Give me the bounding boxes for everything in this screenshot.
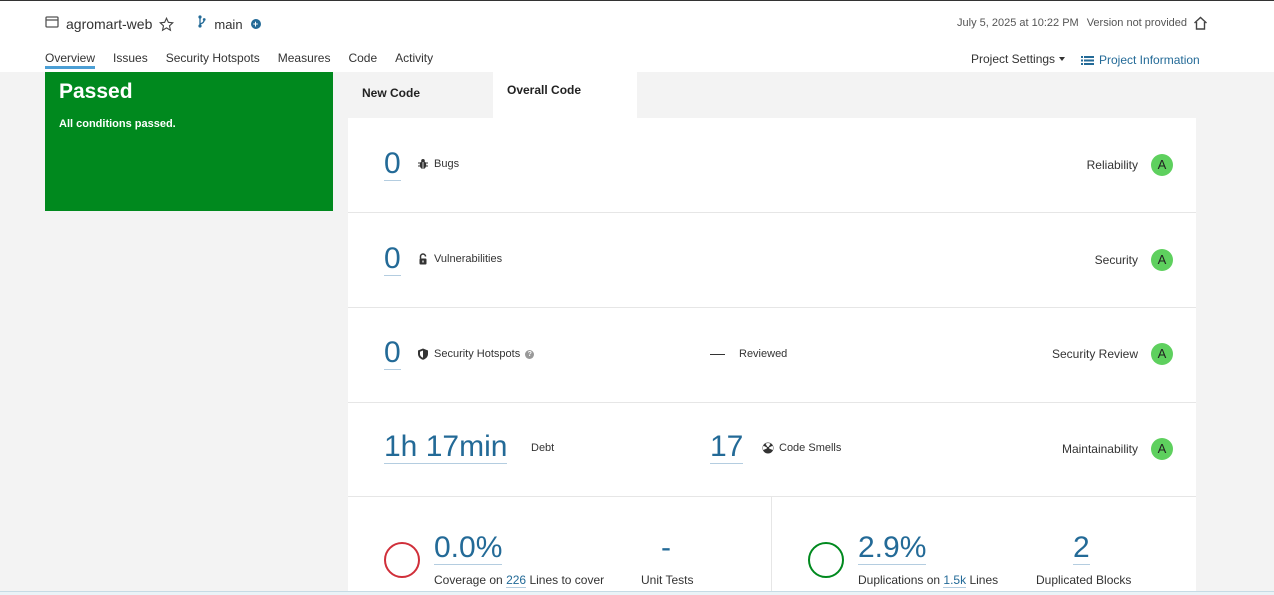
unit-tests-value: - — [661, 531, 671, 564]
coverage-lines-link[interactable]: 226 — [506, 573, 527, 588]
duplications-value[interactable]: 2.9% — [858, 531, 927, 565]
unit-tests-label: Unit Tests — [641, 573, 694, 587]
tab-overall-code[interactable]: Overall Code — [493, 72, 637, 118]
duplications-suffix: Lines — [969, 573, 999, 587]
vulnerabilities-label: Vulnerabilities — [417, 253, 502, 265]
plus-icon[interactable]: + — [250, 19, 261, 29]
code-smells-value[interactable]: 17 — [710, 430, 744, 464]
hotspots-label: Security Hotspots ? — [417, 348, 535, 360]
footer-divider — [0, 591, 1274, 595]
hotspots-value[interactable]: 0 — [384, 336, 401, 370]
nav-measures[interactable]: Measures — [277, 51, 331, 65]
list-icon — [1081, 55, 1094, 66]
code-tabs: New Code Overall Code — [348, 72, 1196, 118]
shield-icon — [417, 348, 429, 360]
duplicated-blocks-value[interactable]: 2 — [1073, 531, 1090, 565]
branch-selector[interactable]: main + — [198, 15, 261, 33]
chevron-down-icon — [1059, 57, 1066, 61]
debt-value[interactable]: 1h 17min — [384, 430, 508, 464]
project-settings-label: Project Settings — [971, 52, 1056, 66]
maintainability-label: Maintainability — [1061, 442, 1138, 456]
code-smells-label: Code Smells — [762, 442, 841, 454]
quality-gate-message: All conditions passed. — [59, 118, 176, 130]
bugs-value[interactable]: 0 — [384, 147, 401, 181]
home-icon[interactable] — [1193, 16, 1208, 30]
coverage-value[interactable]: 0.0% — [434, 531, 503, 565]
nav-security-hotspots[interactable]: Security Hotspots — [165, 51, 260, 65]
column-divider — [771, 496, 772, 595]
duplications-lines-link[interactable]: 1.5k — [943, 573, 967, 588]
security-review-label: Security Review — [1051, 347, 1138, 361]
debt-label: Debt — [531, 442, 555, 454]
quality-gate-title: Passed — [59, 80, 133, 103]
security-label: Security — [1094, 253, 1138, 267]
analysis-date: July 5, 2025 at 10:22 PM — [957, 17, 1079, 29]
security-review-grade[interactable]: A — [1151, 343, 1173, 365]
reliability-grade[interactable]: A — [1151, 154, 1173, 176]
duplicated-blocks-label: Duplicated Blocks — [1036, 573, 1132, 587]
security-row: 0 Vulnerabilities Security A — [348, 213, 1196, 308]
reviewed-dash — [710, 354, 725, 355]
coverage-chart[interactable] — [384, 542, 420, 578]
nav-code[interactable]: Code — [348, 51, 378, 65]
reliability-row: 0 Bugs Reliability A — [348, 118, 1196, 213]
branch-icon — [198, 15, 206, 33]
vulnerabilities-text: Vulnerabilities — [434, 253, 503, 265]
nav-overview[interactable]: Overview — [45, 51, 96, 69]
analysis-meta: July 5, 2025 at 10:22 PM Version not pro… — [957, 16, 1208, 30]
lock-icon — [417, 253, 429, 265]
bug-icon — [417, 158, 429, 170]
tab-new-code[interactable]: New Code — [362, 86, 421, 100]
coverage-suffix: Lines to cover — [529, 573, 605, 587]
project-header: agromart-web main + July 5, 2025 at 10:2… — [0, 1, 1274, 72]
duplications-chart[interactable] — [808, 542, 844, 578]
star-icon[interactable] — [159, 16, 175, 32]
reliability-label: Reliability — [1086, 158, 1138, 172]
duplications-prefix: Duplications on — [858, 573, 941, 587]
coverage-prefix: Coverage on — [434, 573, 503, 587]
project-information-label: Project Information — [1099, 53, 1200, 67]
security-grade[interactable]: A — [1151, 249, 1173, 271]
project-title: agromart-web main + — [45, 14, 261, 34]
bugs-label: Bugs — [417, 158, 459, 170]
project-settings-dropdown[interactable]: Project Settings — [971, 52, 1066, 66]
nav-issues[interactable]: Issues — [113, 51, 148, 65]
coverage-caption: Coverage on 226 Lines to cover — [434, 573, 605, 588]
bugs-text: Bugs — [434, 158, 460, 170]
project-name[interactable]: agromart-web — [66, 16, 153, 32]
project-icon — [45, 15, 59, 33]
branch-name: main — [214, 16, 243, 32]
project-information-link[interactable]: Project Information — [1081, 53, 1200, 67]
vulnerabilities-value[interactable]: 0 — [384, 242, 401, 276]
version-text: Version not provided — [1086, 17, 1187, 29]
help-icon[interactable]: ? — [525, 349, 535, 359]
code-smells-text: Code Smells — [779, 442, 842, 454]
measures-panel: 0 Bugs Reliability A 0 Vulnerabilities S… — [348, 118, 1196, 595]
main-nav: Overview Issues Security Hotspots Measur… — [45, 51, 451, 69]
code-smell-icon — [762, 442, 774, 454]
reviewed-label: Reviewed — [739, 348, 788, 360]
coverage-duplications-row: 0.0% Coverage on 226 Lines to cover - Un… — [348, 496, 1196, 595]
duplications-caption: Duplications on 1.5k Lines — [858, 573, 999, 588]
quality-gate-status: Passed All conditions passed. — [45, 72, 333, 211]
security-review-row: 0 Security Hotspots ? Reviewed Security … — [348, 308, 1196, 403]
nav-activity[interactable]: Activity — [395, 51, 434, 65]
hotspots-text: Security Hotspots — [434, 348, 521, 360]
maintainability-row: 1h 17min Debt 17 Code Smells Maintainabi… — [348, 402, 1196, 497]
maintainability-grade[interactable]: A — [1151, 438, 1173, 460]
